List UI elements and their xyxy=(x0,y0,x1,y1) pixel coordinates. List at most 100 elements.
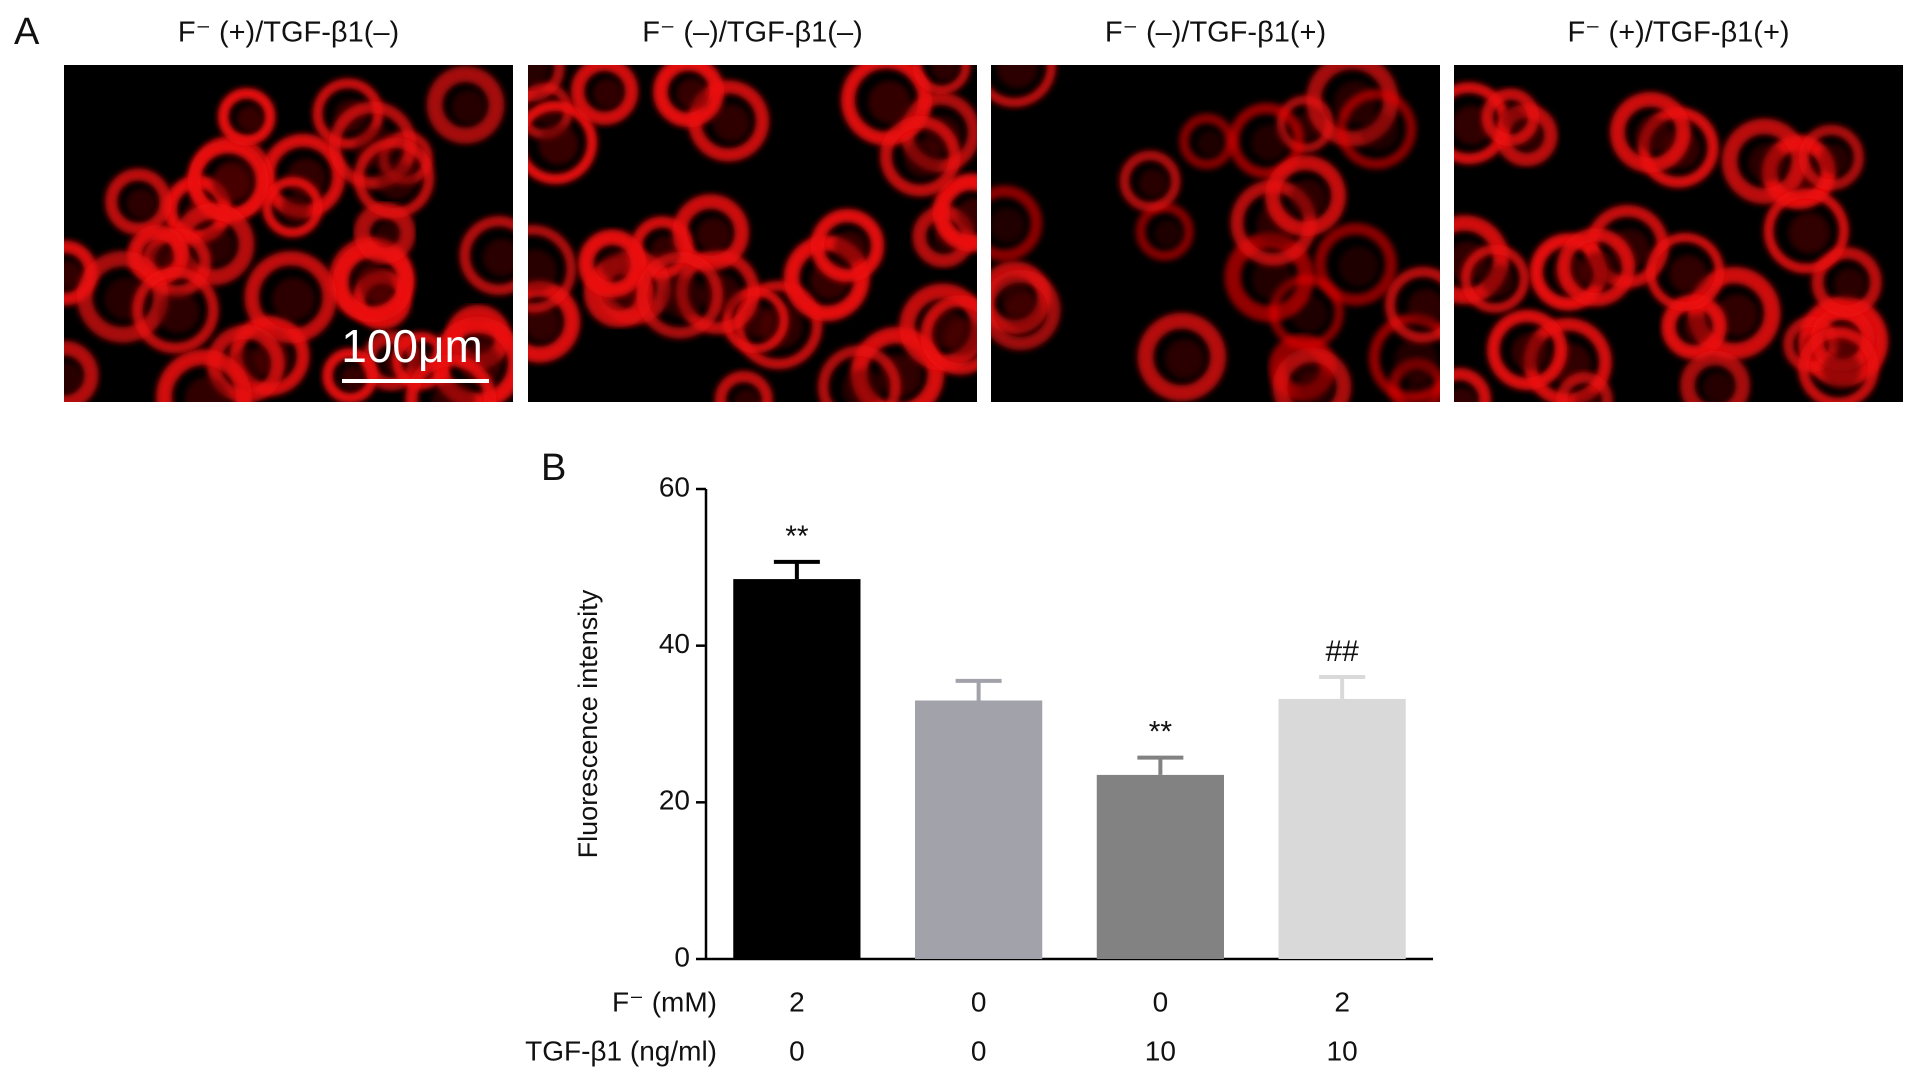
nucleus xyxy=(483,238,513,277)
nucleus xyxy=(1716,294,1759,337)
nucleus xyxy=(1703,372,1734,402)
y-tick-label: 40 xyxy=(659,628,690,659)
error-bar xyxy=(1137,755,1184,775)
bar xyxy=(915,700,1043,959)
nucleus xyxy=(286,158,326,198)
nucleus xyxy=(868,80,911,124)
error-bar xyxy=(955,678,1002,701)
y-tick-label: 60 xyxy=(659,471,690,502)
cell xyxy=(1798,124,1865,191)
bar xyxy=(1096,774,1224,959)
nucleus xyxy=(733,389,760,402)
nucleus xyxy=(212,164,250,202)
cell xyxy=(636,251,724,339)
cell xyxy=(1454,215,1510,305)
condition-value: 0 xyxy=(1153,986,1169,1017)
nucleus xyxy=(528,65,550,86)
condition-label: F⁻ (mM) xyxy=(612,986,717,1017)
micrograph xyxy=(64,65,513,402)
nucleus xyxy=(1394,338,1438,382)
cell xyxy=(991,269,1061,351)
image-title: F⁻ (+)/TGF-β1(–) xyxy=(178,17,399,49)
cell xyxy=(991,185,1043,262)
cell xyxy=(1486,309,1568,391)
cell xyxy=(76,250,169,343)
cell xyxy=(1119,150,1181,212)
condition-value: 10 xyxy=(1327,1035,1358,1066)
nucleus xyxy=(1252,258,1293,300)
nucleus xyxy=(1290,179,1327,216)
nucleus xyxy=(185,377,229,402)
nucleus xyxy=(1138,169,1168,198)
nucleus xyxy=(528,305,561,342)
condition-value: 2 xyxy=(1334,986,1350,1017)
cell xyxy=(1264,155,1347,237)
y-tick-label: 20 xyxy=(659,785,690,816)
bar xyxy=(1278,698,1406,959)
nucleus xyxy=(997,65,1038,88)
nucleus xyxy=(1575,389,1600,402)
nucleus xyxy=(1500,106,1527,132)
nucleus xyxy=(957,197,977,232)
nucleus xyxy=(833,231,867,265)
cell xyxy=(459,215,513,296)
condition-value: 10 xyxy=(1145,1035,1176,1066)
cell xyxy=(1314,223,1397,306)
nucleus xyxy=(944,318,977,356)
cell xyxy=(262,176,323,238)
cell xyxy=(156,349,252,402)
bar xyxy=(733,579,861,959)
scale-bar-label: 100μm xyxy=(341,320,483,372)
cell xyxy=(912,65,971,95)
cell xyxy=(405,354,497,402)
micrograph xyxy=(1454,65,1903,402)
cell xyxy=(1137,312,1227,402)
cell xyxy=(1609,91,1691,173)
nucleus xyxy=(1788,212,1831,254)
image-title: F⁻ (+)/TGF-β1(+) xyxy=(1567,17,1789,49)
nucleus xyxy=(1164,339,1205,379)
cell xyxy=(570,65,639,125)
nucleus xyxy=(1454,387,1477,402)
cell xyxy=(1556,371,1613,402)
cell xyxy=(1680,350,1751,402)
cell xyxy=(1556,228,1636,307)
cell xyxy=(578,229,647,298)
condition-value: 0 xyxy=(971,1035,987,1066)
nucleus xyxy=(432,380,476,402)
nucleus xyxy=(1748,144,1787,183)
nucleus xyxy=(64,260,83,290)
cell xyxy=(817,345,902,402)
image-title: F⁻ (–)/TGF-β1(–) xyxy=(642,17,862,49)
cells xyxy=(64,65,513,402)
cell xyxy=(1336,89,1417,170)
cell xyxy=(991,65,1057,108)
nucleus xyxy=(991,207,1026,243)
condition-label: TGF-β1 (ng/ml) xyxy=(525,1035,717,1066)
nucleus xyxy=(281,195,310,224)
cell xyxy=(353,137,435,219)
cell xyxy=(1454,367,1492,402)
image-title: F⁻ (–)/TGF-β1(+) xyxy=(1105,17,1326,49)
cell xyxy=(810,208,885,283)
error-bar xyxy=(773,559,820,580)
cell xyxy=(653,65,725,128)
nucleus xyxy=(272,277,316,321)
nucleus xyxy=(460,344,502,387)
panel-label: A xyxy=(14,11,40,53)
nucleus xyxy=(1481,264,1515,297)
cell xyxy=(132,266,219,354)
micrograph xyxy=(991,65,1440,402)
nucleus xyxy=(931,65,958,81)
significance-label: ** xyxy=(785,520,809,553)
cell xyxy=(1763,188,1849,274)
cell xyxy=(426,65,505,144)
error-bar xyxy=(1319,675,1366,699)
cell xyxy=(105,168,172,235)
cell xyxy=(1481,88,1540,147)
nucleus xyxy=(1581,251,1617,288)
nucleus xyxy=(236,105,263,132)
cell xyxy=(64,340,99,402)
nucleus xyxy=(1339,246,1379,286)
